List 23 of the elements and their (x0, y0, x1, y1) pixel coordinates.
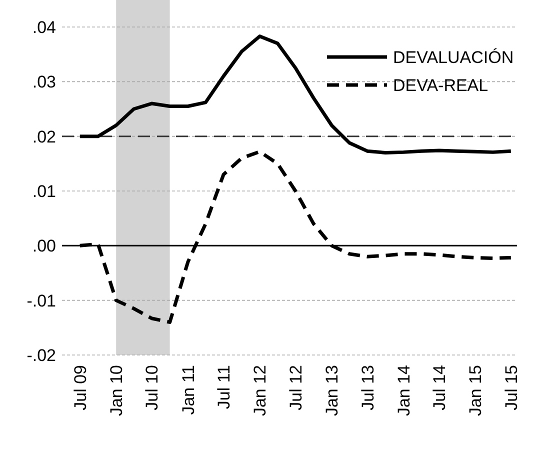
line-series (78, 34, 513, 154)
legend-label: DEVA-REAL (393, 76, 488, 95)
x-tick-label: Jul 13 (358, 365, 378, 410)
x-tick-label: Jul 14 (430, 365, 450, 410)
x-tick-label: Jul 09 (70, 365, 90, 410)
x-tick-label: Jul 12 (286, 365, 306, 410)
x-tick-label: Jan 10 (107, 365, 126, 416)
y-tick-label: .04 (32, 18, 56, 37)
y-tick-label: .01 (32, 182, 56, 201)
x-tick-label: Jan 13 (322, 365, 342, 416)
y-tick-label: .03 (32, 72, 56, 92)
x-tick-label: Jan 11 (178, 365, 198, 415)
y-tick-label: -.02 (26, 346, 56, 365)
x-tick-label: Jul 10 (142, 365, 162, 410)
y-tick-label: -.01 (26, 291, 56, 310)
x-tick-label: Jan 15 (466, 365, 486, 416)
y-tick-label: .02 (32, 127, 56, 146)
x-tick-label: Jul 11 (214, 365, 234, 410)
legend-label: DEVALUACIÓN (393, 48, 514, 67)
x-tick-label: Jul 15 (502, 365, 521, 410)
x-tick-label: Jan 14 (394, 365, 414, 416)
x-tick-label: Jan 12 (250, 365, 270, 416)
y-tick-label: .00 (32, 236, 56, 256)
